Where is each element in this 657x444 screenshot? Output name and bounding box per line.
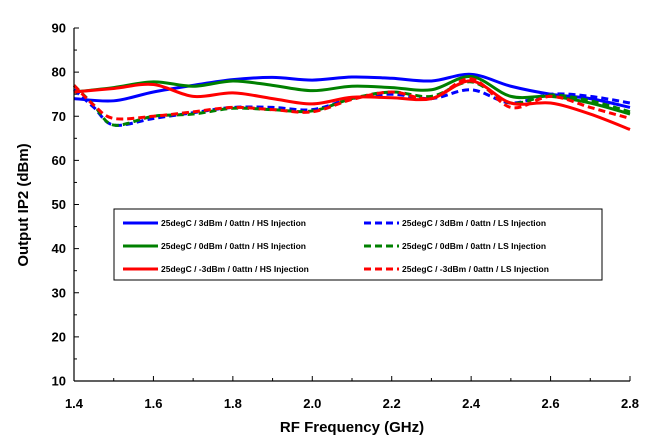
y-tick-label: 70 [52,109,66,124]
y-tick-label: 80 [52,65,66,80]
y-tick-label: 50 [52,197,66,212]
x-tick-label: 2.8 [621,396,639,411]
series-line-1 [73,72,631,109]
series-layer [72,72,631,131]
series-line-5 [73,79,631,131]
legend-label: 25degC / -3dBm / 0attn / LS Injection [402,264,549,274]
legend: 25degC / 3dBm / 0attn / HS Injection 25de… [113,208,603,281]
x-tick-label: 1.8 [224,396,242,411]
y-tick-label: 90 [52,21,66,36]
legend-box [113,208,603,281]
x-tick-label: 2.2 [383,396,401,411]
legend-label: 25degC / 0dBm / 0attn / HS Injection [161,241,306,251]
y-axis-title: Output IP2 (dBm) [15,143,32,266]
x-tick-label: 2.0 [303,396,321,411]
y-tick-label: 10 [52,374,66,389]
series-line-6 [72,77,631,121]
x-tick-label: 1.4 [65,396,84,411]
y-tick-label: 60 [52,153,66,168]
legend-label: 25degC / 3dBm / 0attn / LS Injection [402,218,546,228]
y-tick-label: 20 [52,329,66,344]
legend-label: 25degC / 0dBm / 0attn / LS Injection [402,241,546,251]
legend-label: 25degC / 3dBm / 0attn / HS Injection [161,218,306,228]
y-tick-label: 40 [52,241,66,256]
series-line-4 [72,80,631,127]
y-ticks: 10 20 30 40 50 60 70 80 90 [52,21,79,389]
y-tick-label: 30 [52,285,66,300]
x-tick-label: 1.6 [144,396,162,411]
legend-label: 25degC / -3dBm / 0attn / HS Injection [161,264,309,274]
x-axis-title: RF Frequency (GHz) [280,419,424,436]
x-tick-label: 2.6 [542,396,560,411]
x-tick-label: 2.4 [462,396,481,411]
x-ticks: 1.4 1.6 1.8 2.0 2.2 2.4 2.6 2.8 [65,376,639,411]
